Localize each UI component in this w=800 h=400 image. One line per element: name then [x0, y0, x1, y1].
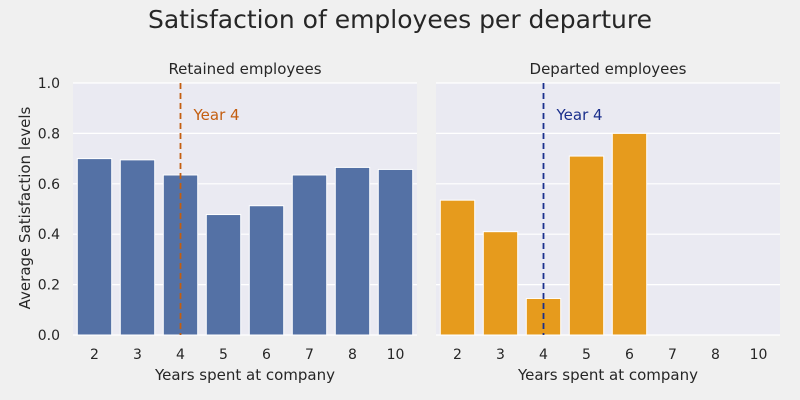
x-axis-label: Years spent at company — [154, 366, 335, 384]
bar — [568, 155, 605, 336]
panel-2: 2 3 4 5 6 7 8 10 Year 4 Departed employees Years s… — [436, 60, 780, 384]
x-tick-label: 8 — [348, 347, 357, 363]
y-tick-label: 0.0 — [38, 328, 60, 344]
y-tick-label: 0.6 — [38, 177, 60, 193]
panels: 0.0 0.2 0.4 0.6 0.8 1.0 2 3 4 5 6 7 8 10 Year 4 Retaine… — [38, 60, 780, 384]
x-tick-label: 2 — [90, 347, 99, 363]
x-tick-label: 10 — [387, 347, 405, 363]
panel-1: 0.0 0.2 0.4 0.6 0.8 1.0 2 3 4 5 6 7 8 10 Year 4 Retaine… — [38, 60, 417, 384]
x-tick-label: 2 — [453, 347, 462, 363]
y-tick-label: 0.4 — [38, 227, 60, 243]
x-tick-label: 7 — [305, 347, 314, 363]
y-tick-label: 0.8 — [38, 126, 60, 142]
bar — [334, 166, 371, 336]
x-tick-label: 5 — [219, 347, 228, 363]
bar — [377, 168, 414, 336]
x-tick-label: 10 — [750, 347, 768, 363]
bar — [291, 174, 328, 336]
panel-title: Departed employees — [530, 60, 687, 78]
bar — [76, 158, 113, 336]
x-tick-label: 3 — [496, 347, 505, 363]
x-tick-label: 6 — [625, 347, 634, 363]
x-tick-label: 6 — [262, 347, 271, 363]
reference-line-label: Year 4 — [193, 106, 240, 124]
chart-title: Satisfaction of employees per departure — [148, 5, 652, 34]
bar — [439, 199, 476, 336]
x-axis-label: Years spent at company — [517, 366, 698, 384]
y-axis-label: Average Satisfaction levels — [16, 106, 34, 309]
reference-line-label: Year 4 — [556, 106, 603, 124]
x-tick-label: 3 — [133, 347, 142, 363]
y-tick-label: 0.2 — [38, 278, 60, 294]
x-tick-label: 4 — [176, 347, 185, 363]
x-tick-label: 8 — [711, 347, 720, 363]
bar — [205, 214, 242, 336]
x-tick-label: 5 — [582, 347, 591, 363]
bar — [482, 231, 519, 336]
bar — [611, 132, 648, 336]
y-tick-label: 1.0 — [38, 76, 60, 92]
bar — [248, 205, 285, 336]
x-tick-label: 4 — [539, 347, 548, 363]
panel-title: Retained employees — [168, 60, 321, 78]
x-tick-label: 7 — [668, 347, 677, 363]
bar — [119, 159, 156, 336]
